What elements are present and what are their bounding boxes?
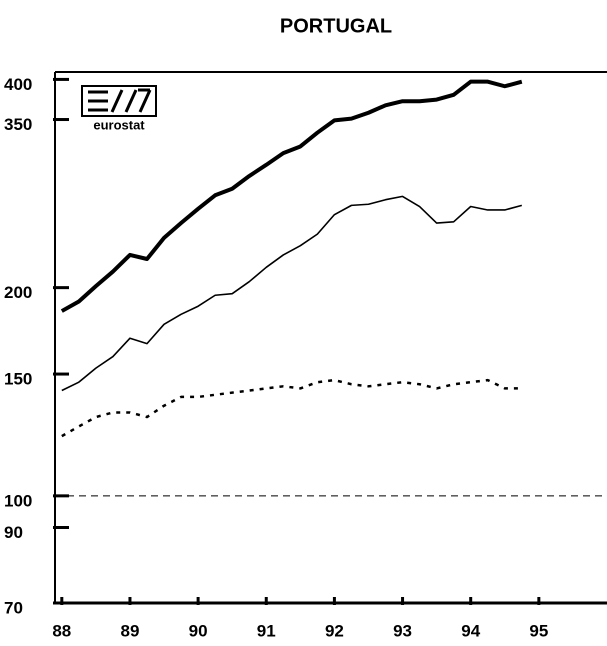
series-line (61, 195, 523, 392)
x-tick-label: 90 (189, 621, 208, 640)
x-tick-label: 93 (393, 621, 412, 640)
x-tick-label: 88 (52, 621, 71, 640)
x-tick-label: 94 (461, 621, 480, 640)
y-tick-label: 70 (4, 598, 23, 617)
y-tick-label: 100 (4, 491, 32, 510)
logo: eurostat (81, 85, 157, 132)
x-tick-label: 95 (529, 621, 548, 640)
y-tick-label: 400 (4, 75, 32, 94)
x-tick-label: 91 (257, 621, 276, 640)
y-tick-label: 200 (4, 283, 32, 302)
y-tick-label: 150 (4, 370, 32, 389)
x-tick-label: 92 (325, 621, 344, 640)
chart-title: PORTUGAL (280, 15, 392, 37)
series-line (61, 378, 522, 438)
y-tick-label: 350 (4, 115, 32, 134)
x-tick-label: 89 (121, 621, 140, 640)
series-line (60, 79, 523, 313)
y-tick-label: 90 (4, 523, 23, 542)
logo-text: eurostat (93, 117, 145, 132)
